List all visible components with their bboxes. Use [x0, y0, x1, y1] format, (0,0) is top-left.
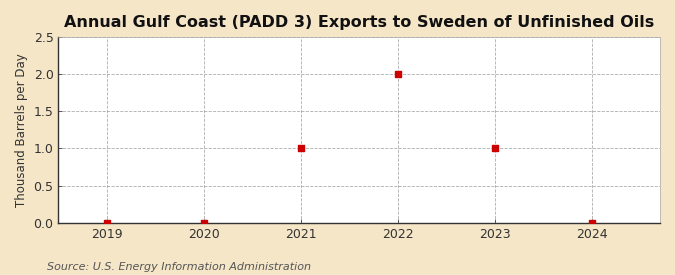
Point: [489, 146, 500, 151]
Point: [101, 221, 112, 225]
Point: [587, 221, 597, 225]
Title: Annual Gulf Coast (PADD 3) Exports to Sweden of Unfinished Oils: Annual Gulf Coast (PADD 3) Exports to Sw…: [64, 15, 654, 30]
Y-axis label: Thousand Barrels per Day: Thousand Barrels per Day: [15, 53, 28, 207]
Point: [296, 146, 306, 151]
Text: Source: U.S. Energy Information Administration: Source: U.S. Energy Information Administ…: [47, 262, 311, 272]
Point: [198, 221, 209, 225]
Point: [393, 72, 404, 76]
